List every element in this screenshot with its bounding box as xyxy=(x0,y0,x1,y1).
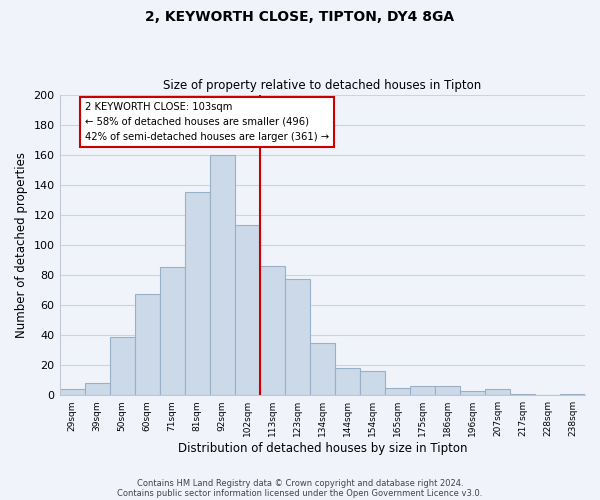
Bar xyxy=(209,154,235,395)
Bar xyxy=(510,394,535,395)
Bar xyxy=(110,336,134,395)
Text: 2 KEYWORTH CLOSE: 103sqm
← 58% of detached houses are smaller (496)
42% of semi-: 2 KEYWORTH CLOSE: 103sqm ← 58% of detach… xyxy=(85,102,329,142)
Text: Contains public sector information licensed under the Open Government Licence v3: Contains public sector information licen… xyxy=(118,488,482,498)
Text: Contains HM Land Registry data © Crown copyright and database right 2024.: Contains HM Land Registry data © Crown c… xyxy=(137,478,463,488)
Bar xyxy=(285,280,310,395)
Bar xyxy=(235,226,260,395)
Bar xyxy=(59,389,85,395)
Bar xyxy=(410,386,435,395)
Bar xyxy=(310,342,335,395)
Y-axis label: Number of detached properties: Number of detached properties xyxy=(15,152,28,338)
Bar xyxy=(85,383,110,395)
Bar xyxy=(460,390,485,395)
X-axis label: Distribution of detached houses by size in Tipton: Distribution of detached houses by size … xyxy=(178,442,467,455)
Bar xyxy=(435,386,460,395)
Title: Size of property relative to detached houses in Tipton: Size of property relative to detached ho… xyxy=(163,79,481,92)
Bar xyxy=(260,266,285,395)
Text: 2, KEYWORTH CLOSE, TIPTON, DY4 8GA: 2, KEYWORTH CLOSE, TIPTON, DY4 8GA xyxy=(145,10,455,24)
Bar xyxy=(134,294,160,395)
Bar xyxy=(160,268,185,395)
Bar xyxy=(335,368,360,395)
Bar xyxy=(560,394,585,395)
Bar xyxy=(485,389,510,395)
Bar xyxy=(185,192,209,395)
Bar xyxy=(360,371,385,395)
Bar xyxy=(385,388,410,395)
